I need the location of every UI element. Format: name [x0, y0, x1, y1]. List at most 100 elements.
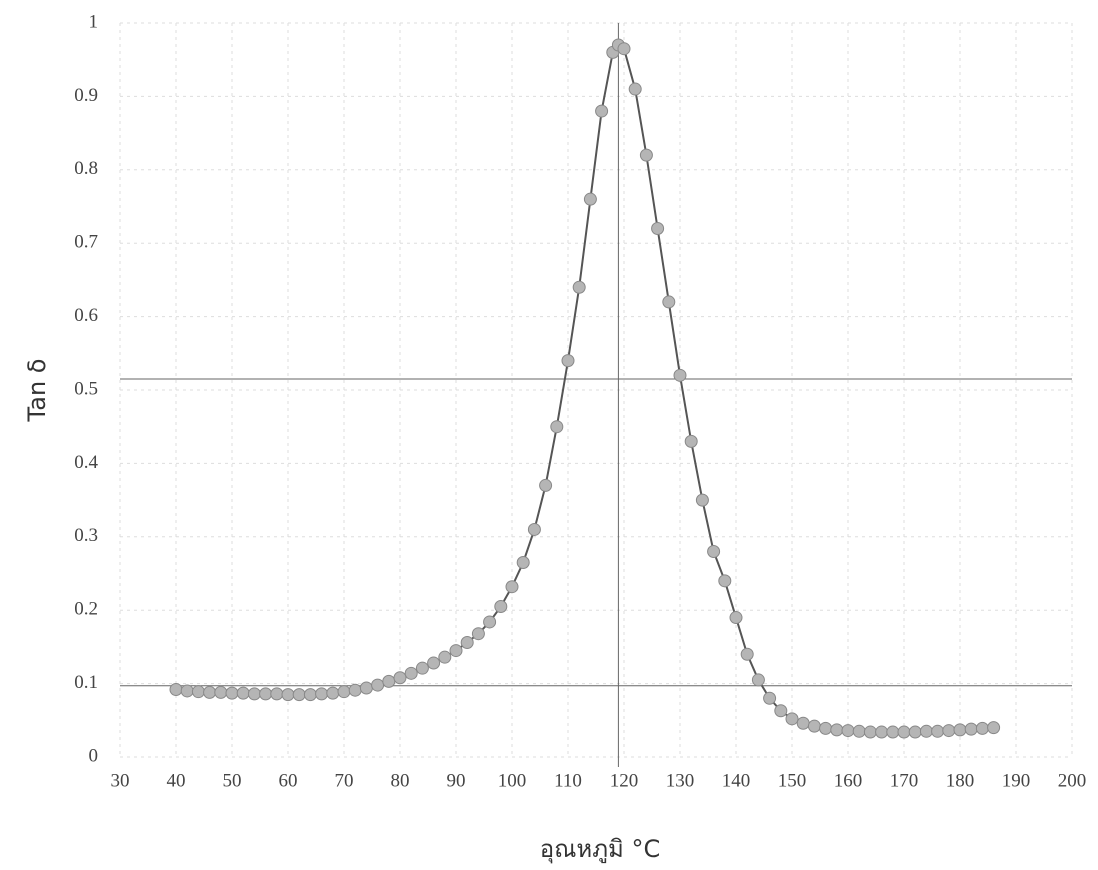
- data-point: [943, 725, 955, 737]
- x-tick-label: 120: [610, 770, 639, 791]
- y-tick-label: 0: [89, 745, 99, 766]
- data-point: [405, 667, 417, 679]
- x-tick-label: 90: [447, 770, 466, 791]
- y-tick-label: 0.8: [74, 158, 98, 179]
- data-point: [797, 717, 809, 729]
- x-tick-label: 60: [279, 770, 298, 791]
- data-point: [876, 726, 888, 738]
- data-point: [237, 687, 249, 699]
- data-point: [181, 685, 193, 697]
- data-point: [461, 636, 473, 648]
- data-point: [820, 722, 832, 734]
- data-point: [540, 479, 552, 491]
- data-point: [853, 725, 865, 737]
- data-point: [383, 675, 395, 687]
- data-point: [764, 692, 776, 704]
- x-tick-label: 130: [666, 770, 695, 791]
- x-tick-label: 110: [554, 770, 582, 791]
- y-tick-label: 0.6: [74, 305, 98, 326]
- x-tick-label: 50: [223, 770, 242, 791]
- x-tick-label: 160: [834, 770, 863, 791]
- x-tick-label: 140: [722, 770, 751, 791]
- data-point: [450, 645, 462, 657]
- data-point: [439, 651, 451, 663]
- x-tick-label: 170: [890, 770, 919, 791]
- data-point: [730, 612, 742, 624]
- data-point: [204, 686, 216, 698]
- x-tick-label: 190: [1002, 770, 1031, 791]
- data-point: [271, 688, 283, 700]
- x-tick-label: 70: [335, 770, 354, 791]
- data-point: [170, 683, 182, 695]
- data-point: [898, 726, 910, 738]
- x-tick-label: 150: [778, 770, 807, 791]
- x-axis-label: อุณหภูมิ °C: [540, 835, 661, 864]
- data-point: [663, 296, 675, 308]
- data-point: [517, 556, 529, 568]
- data-point: [349, 684, 361, 696]
- y-tick-label: 0.5: [74, 378, 98, 399]
- data-point: [618, 43, 630, 55]
- data-point: [226, 687, 238, 699]
- x-tick-label: 100: [498, 770, 527, 791]
- data-point: [752, 674, 764, 686]
- data-point: [652, 223, 664, 235]
- data-point: [831, 724, 843, 736]
- data-point: [416, 662, 428, 674]
- data-point: [372, 679, 384, 691]
- data-point: [719, 575, 731, 587]
- data-point: [360, 682, 372, 694]
- data-point: [842, 725, 854, 737]
- data-point: [484, 616, 496, 628]
- x-tick-label: 40: [167, 770, 186, 791]
- data-point: [260, 688, 272, 700]
- x-tick-label: 200: [1058, 770, 1087, 791]
- data-point: [573, 281, 585, 293]
- data-point: [674, 369, 686, 381]
- data-point: [293, 689, 305, 701]
- y-axis-label: Tan δ: [23, 359, 51, 423]
- data-point: [192, 686, 204, 698]
- data-point: [775, 705, 787, 717]
- y-tick-label: 0.4: [74, 452, 98, 473]
- data-point: [708, 545, 720, 557]
- data-point: [551, 421, 563, 433]
- data-point: [864, 726, 876, 738]
- data-point: [472, 628, 484, 640]
- data-point: [428, 657, 440, 669]
- data-point: [954, 724, 966, 736]
- data-point: [741, 648, 753, 660]
- data-point: [932, 725, 944, 737]
- x-tick-label: 30: [111, 770, 130, 791]
- data-point: [584, 193, 596, 205]
- data-point: [528, 523, 540, 535]
- chart: อุณหภูมิ °C Tan δ 0 0.1 0.2 0.3 0.4 0.5 0.6 0.7…: [0, 0, 1098, 870]
- data-line: [176, 45, 994, 732]
- x-tick-label: 180: [946, 770, 975, 791]
- y-tick-label: 0.1: [74, 672, 98, 693]
- data-point: [920, 725, 932, 737]
- data-point: [215, 686, 227, 698]
- data-point: [282, 689, 294, 701]
- data-point: [976, 722, 988, 734]
- y-tick-label: 1: [89, 11, 99, 32]
- data-point: [808, 720, 820, 732]
- y-tick-label: 0.7: [74, 232, 98, 253]
- data-point: [248, 688, 260, 700]
- data-point: [786, 713, 798, 725]
- data-point: [316, 688, 328, 700]
- data-point: [506, 581, 518, 593]
- data-point: [562, 355, 574, 367]
- data-point: [887, 726, 899, 738]
- y-tick-label: 0.3: [74, 525, 98, 546]
- y-tick-label: 0.2: [74, 599, 98, 620]
- data-point: [394, 672, 406, 684]
- data-point: [685, 435, 697, 447]
- data-point: [495, 601, 507, 613]
- data-point: [909, 726, 921, 738]
- data-point: [988, 722, 1000, 734]
- data-point: [338, 686, 350, 698]
- data-point: [965, 723, 977, 735]
- y-tick-label: 0.9: [74, 85, 98, 106]
- data-point: [327, 687, 339, 699]
